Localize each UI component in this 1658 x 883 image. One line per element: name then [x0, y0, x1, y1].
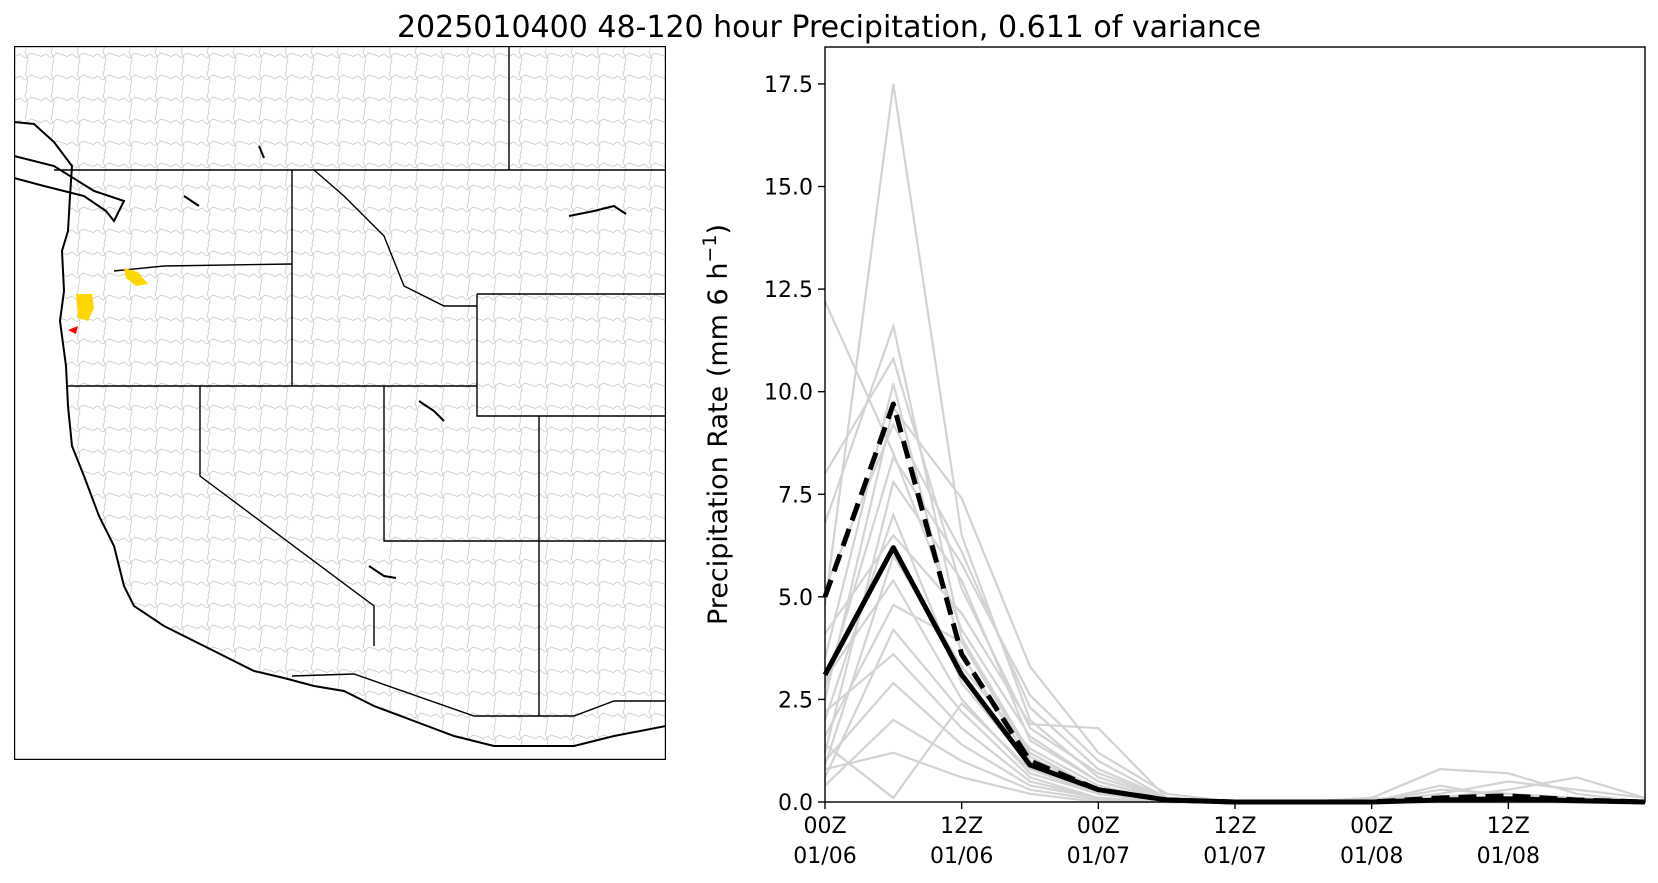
y-tick-label: 12.5: [764, 278, 813, 303]
x-tick-label-time: 00Z: [1077, 814, 1120, 839]
x-tick-label-date: 01/06: [930, 844, 993, 869]
x-tick-label-time: 00Z: [1350, 814, 1393, 839]
y-tick-label: 10.0: [764, 381, 813, 406]
map-frame: [14, 46, 666, 760]
watershed-map: [14, 46, 666, 760]
x-tick-label-date: 01/08: [1340, 844, 1403, 869]
x-tick-label-time: 12Z: [1213, 814, 1256, 839]
y-tick-label: 2.5: [778, 688, 813, 713]
x-tick-label-date: 01/07: [1067, 844, 1130, 869]
dashed-series-line: [822, 401, 1646, 805]
ensemble-member-line: [824, 627, 1645, 804]
plot-frame: [824, 46, 1646, 803]
ensemble-statistics: [822, 401, 1646, 805]
basin-extreme: [68, 326, 78, 334]
x-tick-label-date: 01/08: [1477, 844, 1540, 869]
ensemble-member-line: [823, 454, 1645, 804]
coastline: [14, 121, 666, 747]
x-tick-label-time: 12Z: [940, 814, 983, 839]
x-axis: 00Z 01/06 12Z 01/06 00Z 01/07 12Z 01/07 00Z 01/08…: [793, 802, 1540, 869]
basin-high-1: [76, 294, 94, 321]
y-tick-label: 5.0: [778, 586, 813, 611]
ensemble-member-line: [823, 300, 1645, 804]
puget-sound: [14, 155, 126, 223]
x-tick-label-date: 01/06: [793, 844, 856, 869]
y-tick-label: 7.5: [778, 483, 813, 508]
y-axis-label: Precipitation Rate (mm 6 h−1): [699, 224, 734, 625]
ensemble-members: [823, 83, 1646, 804]
y-tick-label: 15.0: [764, 176, 813, 201]
ensemble-member-line: [823, 511, 1645, 804]
x-tick-label-date: 01/07: [1203, 844, 1266, 869]
x-tick-label-time: 00Z: [803, 814, 846, 839]
y-tick-label: 17.5: [764, 73, 813, 98]
ensemble-member-line: [823, 321, 1646, 804]
basin-high-2: [124, 268, 148, 286]
y-axis: 0.0 2.5 5.0 7.5 10.0 12.5 15.0 17.5: [764, 73, 825, 816]
x-tick-label-time: 12Z: [1487, 814, 1530, 839]
lakes: [183, 145, 627, 579]
figure-title: 2025010400 48-120 hour Precipitation, 0.…: [396, 10, 1262, 45]
y-tick-label: 0.0: [778, 791, 813, 816]
state-borders: [54, 46, 666, 717]
